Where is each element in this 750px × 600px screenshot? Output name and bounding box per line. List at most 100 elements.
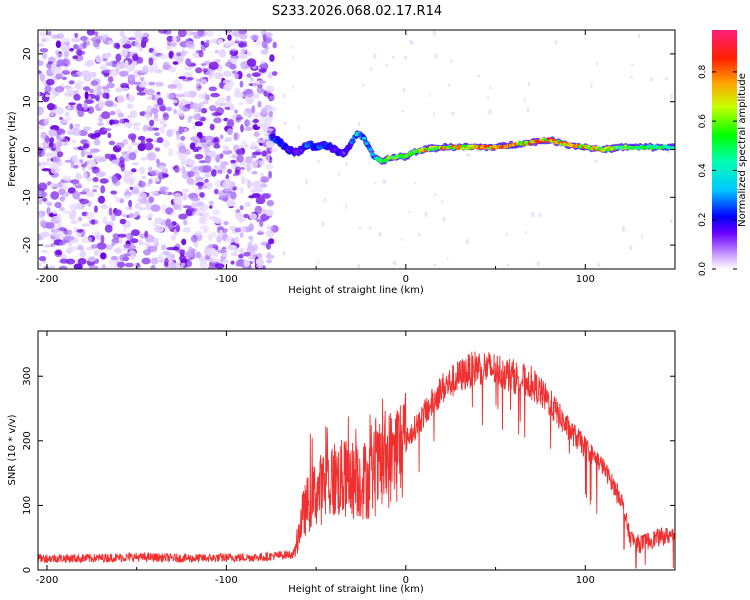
noise-blob [73,44,79,50]
noise-blob [227,34,232,41]
noise-blob [129,109,138,119]
noise-blob [150,264,156,269]
noise-speck [597,263,601,268]
noise-speck [402,87,406,93]
noise-blob [256,160,266,164]
noise-blob [128,206,133,210]
noise-blob [117,112,125,118]
noise-blob [96,91,103,96]
noise-blob [132,186,139,193]
noise-blob [141,32,149,38]
noise-blob [166,92,175,100]
noise-blob [223,145,230,152]
noise-blob [244,144,249,148]
noise-blob [234,73,239,80]
noise-blob [258,68,267,73]
noise-blob [42,141,48,149]
noise-blob [170,234,177,241]
noise-blob [83,172,88,180]
noise-speck [373,53,376,59]
noise-blob [252,72,261,77]
noise-blob [190,234,198,243]
noise-blob [168,223,174,231]
noise-blob [245,96,254,104]
noise-blob [107,220,114,225]
noise-blob [162,113,169,121]
noise-blob [172,61,179,65]
noise-blob [68,242,73,247]
noise-blob [199,216,205,223]
noise-blob [106,82,115,89]
noise-blob [217,169,224,174]
noise-blob [83,126,91,131]
noise-blob [223,259,229,264]
noise-blob [87,256,96,263]
noise-blob [92,40,100,48]
noise-speck [434,53,437,60]
noise-blob [265,153,271,162]
noise-blob [232,70,237,75]
noise-blob [38,42,45,47]
noise-blob [46,207,51,215]
noise-blob [204,135,214,141]
noise-speck [432,30,436,36]
noise-blob [126,66,132,73]
noise-blob [243,112,249,116]
noise-blob [238,42,248,48]
x-tick-label: -200 [36,575,59,586]
noise-blob [229,40,236,47]
noise-blob [77,80,85,85]
noise-speck [590,82,593,89]
noise-blob [79,191,88,195]
noise-blob [119,30,125,38]
noise-blob [129,213,134,219]
noise-blob [201,142,207,148]
noise-blob [249,213,258,220]
noise-blob [183,219,188,226]
noise-blob [156,137,164,144]
noise-blob [260,176,270,183]
noise-blob [151,222,158,226]
noise-blob [60,37,71,44]
noise-blob [55,40,62,48]
noise-blob [48,129,58,137]
noise-blob [267,116,275,120]
noise-blob [124,60,129,69]
noise-blob [154,132,160,137]
noise-cloud [38,30,673,269]
noise-blob [183,128,188,132]
noise-blob [189,142,196,150]
noise-speck [664,195,668,198]
noise-blob [214,49,219,54]
noise-blob [234,92,245,99]
noise-blob [192,200,198,205]
noise-blob [50,236,56,240]
noise-blob [190,31,200,36]
noise-blob [243,259,250,267]
noise-blob [123,243,131,249]
noise-blob [144,230,149,238]
noise-blob [111,175,118,184]
noise-speck [489,86,492,90]
noise-blob [51,34,60,39]
noise-blob [166,35,174,42]
y-tick-label: 0 [22,567,33,573]
noise-blob [139,242,148,246]
noise-blob [186,76,194,81]
noise-blob [265,209,274,217]
noise-blob [131,162,140,166]
noise-blob [190,197,201,202]
colorbar-tick-label: 0.8 [698,64,708,79]
noise-blob [238,253,244,259]
noise-blob [188,115,194,120]
noise-blob [175,35,181,43]
noise-blob [83,86,91,91]
noise-blob [56,213,62,222]
y-tick-label: 20 [22,48,33,61]
noise-blob [195,251,201,259]
noise-blob [208,86,217,92]
noise-speck [424,211,428,218]
noise-blob [150,107,159,115]
x-tick-label: 0 [403,575,409,586]
noise-blob [158,165,166,171]
